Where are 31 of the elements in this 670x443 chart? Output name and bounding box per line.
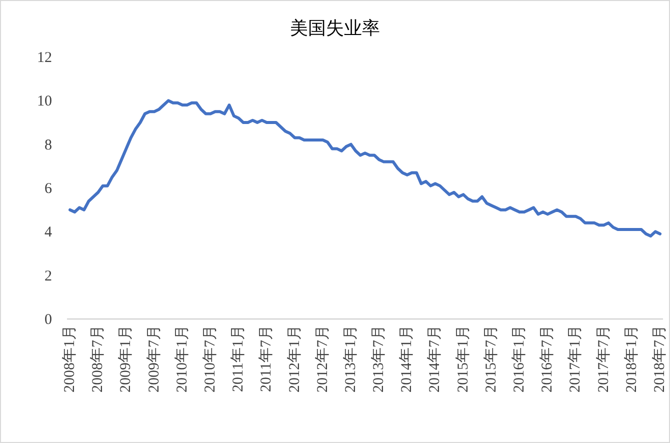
x-tick-label: 2008年1月 — [61, 325, 78, 392]
y-tick-label: 10 — [37, 94, 52, 110]
line-series — [68, 99, 662, 238]
x-tick-label: 2017年1月 — [566, 325, 584, 392]
y-tick-label: 8 — [44, 137, 52, 154]
x-tick-label: 2009年7月 — [145, 325, 162, 392]
x-tick-label: 2015年1月 — [454, 325, 472, 392]
x-tick-label: 2011年1月 — [230, 325, 247, 392]
x-tick-label: 2008年7月 — [89, 325, 106, 392]
x-tick-label: 2014年7月 — [426, 325, 444, 392]
x-tick-label: 2011年7月 — [258, 325, 275, 392]
x-tick-label: 2013年1月 — [342, 325, 359, 392]
x-tick-label: 2010年1月 — [173, 325, 190, 392]
y-tick-label: 12 — [37, 50, 52, 66]
x-tick-label: 2010年7月 — [201, 325, 218, 392]
y-tick-label: 2 — [44, 268, 52, 284]
x-tick-label: 2012年1月 — [286, 325, 303, 392]
x-tick-label: 2015年7月 — [482, 325, 500, 392]
y-tick-label: 4 — [44, 224, 52, 241]
x-tick-label: 2016年7月 — [538, 325, 556, 392]
x-tick-label: 2018年1月 — [622, 325, 640, 392]
x-tick-label: 2016年1月 — [510, 325, 528, 392]
x-tick-label: 2014年1月 — [398, 325, 416, 392]
chart-title: 美国失业率 — [290, 18, 380, 38]
x-tick-label: 2018年7月 — [651, 325, 668, 392]
x-tick-label: 2017年7月 — [594, 325, 612, 392]
y-tick-label: 0 — [44, 312, 52, 328]
x-tick-label: 2013年7月 — [370, 325, 388, 392]
x-tick-label: 2012年7月 — [314, 325, 331, 392]
x-tick-label: 2009年1月 — [117, 325, 134, 392]
y-tick-label: 6 — [44, 181, 52, 197]
